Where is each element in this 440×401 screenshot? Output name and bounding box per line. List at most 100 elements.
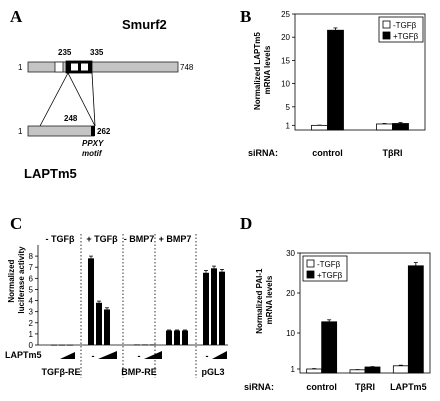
panel-d-sirna-label: siRNA: bbox=[244, 382, 274, 392]
y-tick-label: 3 bbox=[29, 308, 34, 317]
legend-entry: +TGFβ bbox=[317, 271, 343, 280]
legend-swatch bbox=[306, 259, 315, 268]
legend-entry: +TGFβ bbox=[393, 32, 419, 41]
bar bbox=[219, 271, 225, 345]
y-tick-label: 5 bbox=[286, 103, 291, 112]
laptm5-end: 262 bbox=[97, 127, 111, 136]
legend: -TGFβ +TGFβ bbox=[302, 255, 348, 282]
category-label: TβRI bbox=[383, 148, 403, 158]
mapping-line-2 bbox=[67, 72, 96, 127]
bar bbox=[166, 330, 172, 345]
y-tick-label: 25 bbox=[281, 10, 290, 19]
y-tick-label: 1 bbox=[29, 330, 34, 339]
ppxy-motif-label: PPXY motif bbox=[82, 139, 105, 158]
legend: -TGFβ +TGFβ bbox=[378, 16, 424, 43]
smurf2-domain-c2 bbox=[54, 61, 64, 73]
y-tick-label: 15 bbox=[281, 56, 290, 65]
y-tick-label: 30 bbox=[286, 249, 295, 258]
y-tick-label: 8 bbox=[29, 252, 34, 261]
plot-frame bbox=[294, 13, 426, 131]
reporter-label: BMP-RE bbox=[121, 367, 157, 377]
panel-c-chart: 0 1 2 3 4 5 6 7 8 - TGFβ + TGFβ - BMP7 + BMP7 LAPTm5 -… bbox=[5, 234, 228, 378]
category-label: control bbox=[312, 148, 343, 158]
smurf2-bar bbox=[27, 61, 179, 73]
treatment-label: + TGFβ bbox=[86, 234, 118, 244]
bar bbox=[321, 321, 338, 374]
treatment-label: - BMP7 bbox=[124, 234, 155, 244]
legend-swatch bbox=[382, 31, 391, 40]
smurf2-right-position: 335 bbox=[90, 48, 104, 57]
laptm5-start: 1 bbox=[18, 127, 23, 136]
bar bbox=[327, 29, 344, 131]
bar bbox=[174, 330, 180, 345]
minus-label: - bbox=[138, 351, 141, 361]
y-tick-label: 10 bbox=[281, 80, 290, 89]
y-tick-label: 4 bbox=[29, 297, 34, 306]
bar bbox=[407, 265, 424, 374]
bar bbox=[349, 369, 366, 374]
treatment-label: + BMP7 bbox=[159, 234, 192, 244]
panel-c: C Normalized luciferase activity 0 1 2 3 4 5 6… bbox=[5, 214, 228, 378]
laptm5-site: 248 bbox=[64, 114, 78, 123]
panel-d-chart: 1 10 20 30 control TβRI LAPTm5 -TGFβ +TGFβ bbox=[286, 249, 431, 392]
panel-d-ylabel: Normalized PAI-1 mRNA levels bbox=[255, 266, 274, 333]
y-tick-label: 20 bbox=[281, 33, 290, 42]
smurf2-start: 1 bbox=[18, 63, 23, 72]
smurf2-end: 748 bbox=[180, 63, 194, 72]
panel-d-label: D bbox=[240, 214, 252, 233]
bar bbox=[150, 344, 156, 346]
legend-swatch bbox=[382, 20, 391, 29]
smurf2-label: Smurf2 bbox=[122, 17, 167, 32]
bar bbox=[392, 365, 409, 374]
treatment-label: - TGFβ bbox=[46, 234, 75, 244]
y-tick-label: 0 bbox=[29, 341, 34, 350]
bar bbox=[142, 344, 148, 346]
y-tick-label: 1 bbox=[291, 365, 296, 374]
panel-b-sirna-label: siRNA: bbox=[248, 148, 278, 158]
mapping-line-3 bbox=[91, 72, 96, 127]
minus-label: - bbox=[92, 351, 95, 361]
panel-d: D Normalized PAI-1 mRNA levels 1 10 20 30 co… bbox=[240, 214, 431, 392]
dose-wedge bbox=[212, 351, 227, 359]
legend-entry: -TGFβ bbox=[317, 260, 341, 269]
panel-b-label: B bbox=[240, 7, 251, 26]
bar bbox=[59, 344, 65, 346]
panel-b: B Normalized LAPTm5 mRNA levels 15101520… bbox=[240, 7, 426, 158]
dose-wedge bbox=[60, 352, 75, 359]
y-tick-label: 20 bbox=[286, 289, 295, 298]
bar bbox=[51, 344, 57, 346]
laptm5-row-label: LAPTm5 bbox=[5, 350, 42, 360]
y-tick-label: 10 bbox=[286, 329, 295, 338]
laptm5-label: LAPTm5 bbox=[24, 166, 77, 181]
bar bbox=[182, 330, 188, 345]
bar bbox=[306, 368, 323, 374]
minus-label: - bbox=[206, 351, 209, 361]
panel-b-ylabel: Normalized LAPTm5 mRNA levels bbox=[253, 30, 272, 110]
smurf2-domain-ww bbox=[65, 60, 93, 74]
bar bbox=[88, 258, 94, 345]
panel-a: A Smurf2 1 235 335 748 1 248 262 PPXY mo… bbox=[10, 7, 194, 181]
laptm5-ppxy-site bbox=[91, 126, 95, 136]
bar bbox=[96, 302, 102, 345]
bar bbox=[364, 366, 381, 374]
panel-c-label: C bbox=[10, 214, 22, 233]
bar bbox=[134, 344, 140, 346]
legend-swatch bbox=[306, 270, 315, 279]
bar bbox=[376, 123, 393, 131]
panel-c-ylabel: Normalized luciferase activity bbox=[7, 246, 26, 314]
dose-wedge bbox=[98, 351, 117, 359]
y-tick-label: 7 bbox=[29, 263, 34, 272]
mapping-line-1 bbox=[39, 72, 69, 127]
y-tick-label: 1 bbox=[286, 121, 291, 130]
bar bbox=[211, 268, 217, 345]
category-label: LAPTm5 bbox=[390, 382, 427, 392]
reporter-label: pGL3 bbox=[201, 367, 224, 377]
bar bbox=[392, 123, 409, 131]
category-label: TβRI bbox=[355, 382, 375, 392]
bar bbox=[311, 124, 328, 131]
bar bbox=[67, 344, 73, 346]
category-label: control bbox=[306, 382, 337, 392]
y-tick-label: 2 bbox=[29, 319, 34, 328]
